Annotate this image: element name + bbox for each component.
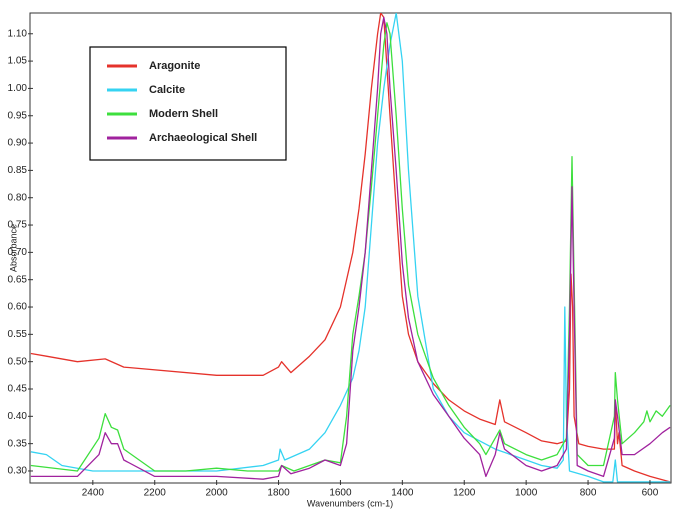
y-tick-label: 0.85 bbox=[8, 165, 28, 176]
y-tick-label: 1.10 bbox=[8, 28, 28, 39]
plot-frame bbox=[29, 12, 672, 484]
x-tick-label: 600 bbox=[642, 488, 659, 499]
x-tick-label: 2200 bbox=[144, 488, 167, 499]
plot-lines bbox=[30, 13, 671, 483]
y-axis-label: Absorbance bbox=[8, 224, 18, 272]
y-tick-label: 1.05 bbox=[8, 56, 28, 67]
legend-label: Archaeological Shell bbox=[149, 132, 257, 144]
y-tick-label: 0.55 bbox=[8, 329, 28, 340]
y-tick-label: 1.00 bbox=[8, 83, 28, 94]
y-tick-label: 0.45 bbox=[8, 384, 28, 395]
x-tick-label: 1000 bbox=[515, 488, 538, 499]
y-tick-label: 0.60 bbox=[8, 302, 28, 313]
y-tick-label: 0.95 bbox=[8, 110, 28, 121]
y-tick-label: 0.40 bbox=[8, 411, 28, 422]
x-tick-label: 1400 bbox=[391, 488, 414, 499]
y-tick-label: 0.80 bbox=[8, 192, 28, 203]
spectrum-line bbox=[30, 13, 671, 483]
x-tick-label: 2400 bbox=[82, 488, 105, 499]
legend-label: Calcite bbox=[149, 84, 185, 96]
legend-label: Modern Shell bbox=[149, 108, 218, 120]
y-tick-label: 0.75 bbox=[8, 220, 28, 231]
y-tick-label: 0.90 bbox=[8, 138, 28, 149]
spectrum-line bbox=[30, 13, 671, 483]
y-tick-label: 0.50 bbox=[8, 356, 28, 367]
legend-label: Aragonite bbox=[149, 60, 200, 72]
x-tick-label: 1800 bbox=[267, 488, 290, 499]
y-tick-label: 0.30 bbox=[8, 466, 28, 477]
x-axis-label: Wavenumbers (cm-1) bbox=[307, 498, 393, 508]
spectrum-line bbox=[30, 16, 671, 480]
x-tick-label: 1600 bbox=[329, 488, 352, 499]
y-tick-label: 0.70 bbox=[8, 247, 28, 258]
y-tick-label: 0.35 bbox=[8, 438, 28, 449]
x-tick-label: 1200 bbox=[453, 488, 476, 499]
y-tick-label: 0.65 bbox=[8, 274, 28, 285]
x-tick-label: 2000 bbox=[206, 488, 229, 499]
x-tick-label: 800 bbox=[580, 488, 597, 499]
